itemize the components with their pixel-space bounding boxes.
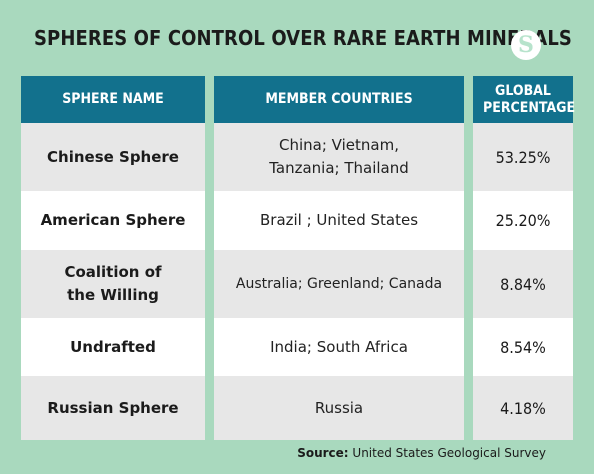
member-countries-cell: China; Vietnam, Tanzania; Thailand bbox=[214, 123, 464, 191]
header-global-percentage-label: GLOBAL PERCENTAGE bbox=[483, 82, 576, 116]
member-countries-cell: India; South Africa bbox=[214, 318, 464, 376]
source-note: Source: United States Geological Survey bbox=[297, 446, 546, 460]
sphere-name-cell: Undrafted bbox=[21, 318, 205, 376]
source-text: United States Geological Survey bbox=[352, 446, 546, 460]
page-title: SPHERES OF CONTROL OVER RARE EARTH MINER… bbox=[34, 26, 572, 50]
header-sphere-name: SPHERE NAME bbox=[21, 76, 205, 123]
sphere-name-cell: Coalition of the Willing bbox=[21, 250, 205, 318]
global-percentage-cell: 8.84% bbox=[473, 250, 573, 318]
global-percentage-cell: 25.20% bbox=[473, 191, 573, 250]
header-member-countries: MEMBER COUNTRIES bbox=[214, 76, 464, 123]
global-percentage-cell: 8.54% bbox=[473, 318, 573, 376]
member-countries-text: China; Vietnam, Tanzania; Thailand bbox=[269, 136, 409, 177]
header-global-percentage: GLOBAL PERCENTAGE bbox=[473, 76, 576, 123]
member-countries-cell: Australia; Greenland; Canada bbox=[214, 250, 464, 318]
global-percentage-cell: 53.25% bbox=[473, 123, 573, 191]
sphere-name-cell: Russian Sphere bbox=[21, 376, 205, 440]
sphere-name-text: Coalition of the Willing bbox=[64, 263, 162, 304]
spheres-table: SPHERE NAME MEMBER COUNTRIES GLOBAL PERC… bbox=[21, 76, 576, 440]
member-countries-cell: Brazil ; United States bbox=[214, 191, 464, 250]
source-label: Source: bbox=[297, 446, 349, 460]
sphere-name-cell: Chinese Sphere bbox=[21, 123, 205, 191]
member-countries-cell: Russia bbox=[214, 376, 464, 440]
global-percentage-cell: 4.18% bbox=[473, 376, 573, 440]
publisher-logo-icon: S bbox=[511, 30, 541, 60]
sphere-name-cell: American Sphere bbox=[21, 191, 205, 250]
